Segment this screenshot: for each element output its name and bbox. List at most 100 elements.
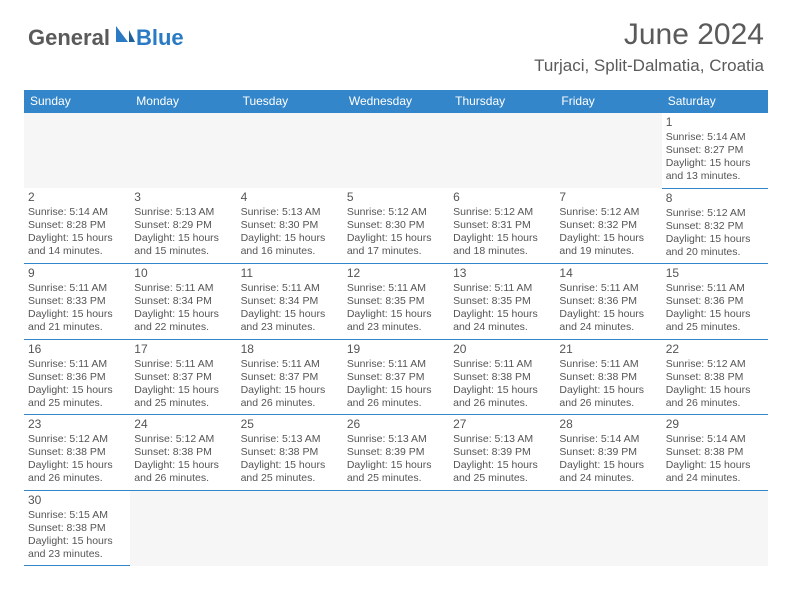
daylight-line: Daylight: 15 hours and 26 minutes.: [134, 459, 232, 485]
calendar-cell: 4Sunrise: 5:13 AMSunset: 8:30 PMDaylight…: [237, 188, 343, 264]
daylight-line: Daylight: 15 hours and 15 minutes.: [134, 232, 232, 258]
calendar-table: Sunday Monday Tuesday Wednesday Thursday…: [24, 90, 768, 566]
col-sunday: Sunday: [24, 90, 130, 113]
col-friday: Friday: [555, 90, 661, 113]
calendar-week-row: 1Sunrise: 5:14 AMSunset: 8:27 PMDaylight…: [24, 113, 768, 189]
calendar-cell: 19Sunrise: 5:11 AMSunset: 8:37 PMDayligh…: [343, 339, 449, 415]
month-title: June 2024: [534, 18, 764, 52]
calendar-cell: 7Sunrise: 5:12 AMSunset: 8:32 PMDaylight…: [555, 188, 661, 264]
daylight-line: Daylight: 15 hours and 25 minutes.: [241, 459, 339, 485]
sunset-line: Sunset: 8:38 PM: [559, 371, 657, 384]
sunrise-line: Sunrise: 5:13 AM: [453, 433, 551, 446]
calendar-cell: 16Sunrise: 5:11 AMSunset: 8:36 PMDayligh…: [24, 339, 130, 415]
sunset-line: Sunset: 8:37 PM: [347, 371, 445, 384]
calendar-cell: 5Sunrise: 5:12 AMSunset: 8:30 PMDaylight…: [343, 188, 449, 264]
sunset-line: Sunset: 8:38 PM: [28, 522, 126, 535]
calendar-cell: [555, 113, 661, 189]
day-number: 4: [241, 190, 339, 205]
daylight-line: Daylight: 15 hours and 24 minutes.: [453, 308, 551, 334]
sunrise-line: Sunrise: 5:11 AM: [28, 282, 126, 295]
day-number: 11: [241, 266, 339, 281]
sunrise-line: Sunrise: 5:11 AM: [559, 358, 657, 371]
sunrise-line: Sunrise: 5:11 AM: [241, 358, 339, 371]
sunset-line: Sunset: 8:32 PM: [666, 220, 764, 233]
logo-text-blue: Blue: [136, 25, 184, 51]
calendar-cell: 22Sunrise: 5:12 AMSunset: 8:38 PMDayligh…: [662, 339, 768, 415]
calendar-cell: 15Sunrise: 5:11 AMSunset: 8:36 PMDayligh…: [662, 264, 768, 340]
sunset-line: Sunset: 8:39 PM: [347, 446, 445, 459]
logo-sail-icon: [114, 24, 136, 49]
sunset-line: Sunset: 8:30 PM: [241, 219, 339, 232]
daylight-line: Daylight: 15 hours and 19 minutes.: [559, 232, 657, 258]
day-header-row: Sunday Monday Tuesday Wednesday Thursday…: [24, 90, 768, 113]
daylight-line: Daylight: 15 hours and 25 minutes.: [28, 384, 126, 410]
daylight-line: Daylight: 15 hours and 26 minutes.: [347, 384, 445, 410]
col-wednesday: Wednesday: [343, 90, 449, 113]
sunset-line: Sunset: 8:33 PM: [28, 295, 126, 308]
calendar-cell: 12Sunrise: 5:11 AMSunset: 8:35 PMDayligh…: [343, 264, 449, 340]
daylight-line: Daylight: 15 hours and 23 minutes.: [241, 308, 339, 334]
calendar-cell: 26Sunrise: 5:13 AMSunset: 8:39 PMDayligh…: [343, 415, 449, 491]
sunrise-line: Sunrise: 5:14 AM: [559, 433, 657, 446]
sunrise-line: Sunrise: 5:11 AM: [241, 282, 339, 295]
daylight-line: Daylight: 15 hours and 16 minutes.: [241, 232, 339, 258]
sunset-line: Sunset: 8:27 PM: [666, 144, 764, 157]
sunset-line: Sunset: 8:34 PM: [241, 295, 339, 308]
day-number: 18: [241, 342, 339, 357]
sunrise-line: Sunrise: 5:15 AM: [28, 509, 126, 522]
day-number: 2: [28, 190, 126, 205]
daylight-line: Daylight: 15 hours and 20 minutes.: [666, 233, 764, 259]
location: Turjaci, Split-Dalmatia, Croatia: [534, 56, 764, 76]
calendar-cell: [555, 490, 661, 566]
sunset-line: Sunset: 8:36 PM: [559, 295, 657, 308]
sunrise-line: Sunrise: 5:11 AM: [28, 358, 126, 371]
title-block: June 2024 Turjaci, Split-Dalmatia, Croat…: [534, 18, 764, 76]
sunset-line: Sunset: 8:39 PM: [453, 446, 551, 459]
col-monday: Monday: [130, 90, 236, 113]
calendar-cell: 21Sunrise: 5:11 AMSunset: 8:38 PMDayligh…: [555, 339, 661, 415]
calendar-cell: [449, 490, 555, 566]
daylight-line: Daylight: 15 hours and 26 minutes.: [241, 384, 339, 410]
day-number: 30: [28, 493, 126, 508]
calendar-cell: 3Sunrise: 5:13 AMSunset: 8:29 PMDaylight…: [130, 188, 236, 264]
sunrise-line: Sunrise: 5:12 AM: [666, 358, 764, 371]
calendar-cell: 29Sunrise: 5:14 AMSunset: 8:38 PMDayligh…: [662, 415, 768, 491]
daylight-line: Daylight: 15 hours and 26 minutes.: [559, 384, 657, 410]
sunset-line: Sunset: 8:30 PM: [347, 219, 445, 232]
sunrise-line: Sunrise: 5:11 AM: [347, 358, 445, 371]
calendar-cell: [662, 490, 768, 566]
sunset-line: Sunset: 8:39 PM: [559, 446, 657, 459]
sunset-line: Sunset: 8:31 PM: [453, 219, 551, 232]
day-number: 12: [347, 266, 445, 281]
sunrise-line: Sunrise: 5:14 AM: [666, 433, 764, 446]
calendar-cell: 30Sunrise: 5:15 AMSunset: 8:38 PMDayligh…: [24, 490, 130, 566]
logo-text-general: General: [28, 25, 110, 51]
day-number: 27: [453, 417, 551, 432]
daylight-line: Daylight: 15 hours and 25 minutes.: [666, 308, 764, 334]
calendar-cell: 25Sunrise: 5:13 AMSunset: 8:38 PMDayligh…: [237, 415, 343, 491]
day-number: 28: [559, 417, 657, 432]
calendar-cell: [130, 490, 236, 566]
sunset-line: Sunset: 8:35 PM: [453, 295, 551, 308]
calendar-cell: 9Sunrise: 5:11 AMSunset: 8:33 PMDaylight…: [24, 264, 130, 340]
calendar-cell: 20Sunrise: 5:11 AMSunset: 8:38 PMDayligh…: [449, 339, 555, 415]
sunrise-line: Sunrise: 5:12 AM: [347, 206, 445, 219]
sunrise-line: Sunrise: 5:12 AM: [453, 206, 551, 219]
day-number: 25: [241, 417, 339, 432]
daylight-line: Daylight: 15 hours and 21 minutes.: [28, 308, 126, 334]
sunrise-line: Sunrise: 5:12 AM: [666, 207, 764, 220]
calendar-cell: 6Sunrise: 5:12 AMSunset: 8:31 PMDaylight…: [449, 188, 555, 264]
sunrise-line: Sunrise: 5:14 AM: [666, 131, 764, 144]
header: General Blue June 2024 Turjaci, Split-Da…: [0, 0, 792, 82]
sunset-line: Sunset: 8:32 PM: [559, 219, 657, 232]
sunset-line: Sunset: 8:38 PM: [666, 371, 764, 384]
calendar-cell: 1Sunrise: 5:14 AMSunset: 8:27 PMDaylight…: [662, 113, 768, 189]
sunset-line: Sunset: 8:37 PM: [241, 371, 339, 384]
day-number: 26: [347, 417, 445, 432]
day-number: 20: [453, 342, 551, 357]
day-number: 17: [134, 342, 232, 357]
sunset-line: Sunset: 8:29 PM: [134, 219, 232, 232]
calendar-cell: [237, 490, 343, 566]
day-number: 7: [559, 190, 657, 205]
daylight-line: Daylight: 15 hours and 26 minutes.: [453, 384, 551, 410]
